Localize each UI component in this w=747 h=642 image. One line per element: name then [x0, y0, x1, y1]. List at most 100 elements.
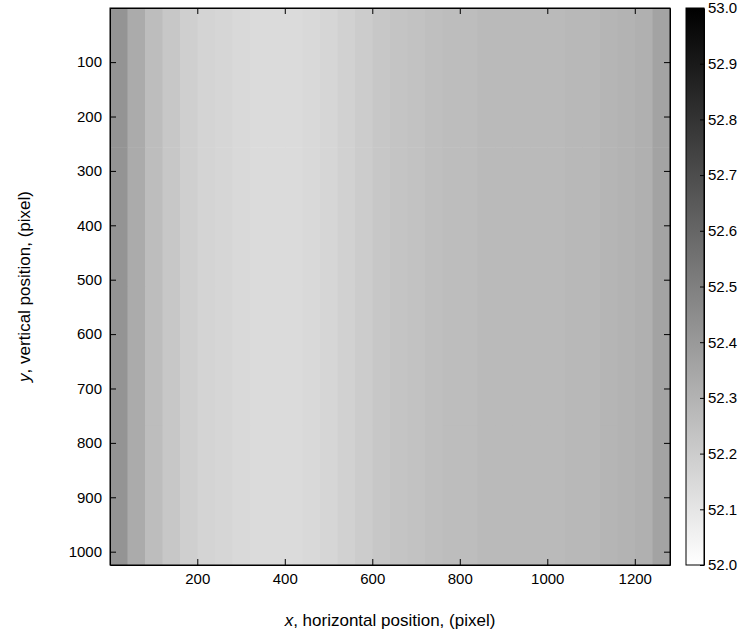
tick-mark — [700, 509, 704, 510]
heatmap-cell — [600, 426, 618, 565]
heatmap-cell — [250, 287, 268, 427]
heatmap-cell — [548, 426, 566, 565]
tick-mark — [197, 8, 198, 14]
heatmap-cell — [583, 287, 601, 427]
tick-mark — [372, 8, 373, 14]
tick-mark — [700, 231, 704, 232]
tick-label: 52.8 — [708, 111, 737, 128]
heatmap-cell — [443, 8, 461, 148]
heatmap-cell — [653, 426, 671, 565]
tick-mark — [664, 171, 670, 172]
heatmap-cell — [285, 426, 303, 565]
heatmap-cell — [530, 147, 548, 287]
tick-label: 400 — [77, 217, 102, 234]
heatmap-cell — [390, 426, 408, 565]
heatmap-cell — [355, 287, 373, 427]
heatmap-cell — [443, 287, 461, 427]
tick: 1200 — [619, 559, 652, 587]
heatmap-cell — [268, 8, 286, 148]
tick: 52.4 — [700, 334, 737, 351]
tick-mark — [664, 443, 670, 444]
heatmap-cell — [250, 8, 268, 148]
heatmap-cell — [425, 287, 443, 427]
heatmap-cell — [163, 147, 181, 287]
tick-label: 52.6 — [708, 222, 737, 239]
tick-mark — [110, 62, 116, 63]
plot-frame — [110, 8, 670, 565]
tick: 600 — [360, 559, 385, 587]
tick-label: 500 — [77, 271, 102, 288]
heatmap-cell — [460, 287, 478, 427]
tick-label: 300 — [77, 162, 102, 179]
heatmap-cell — [198, 426, 216, 565]
heatmap-cell — [320, 147, 338, 287]
heatmap-cell — [513, 8, 531, 148]
tick-label: 1000 — [531, 570, 564, 587]
tick: 52.1 — [700, 501, 737, 518]
heatmap-cell — [583, 147, 601, 287]
tick — [664, 388, 670, 389]
heatmap-cell — [320, 287, 338, 427]
heatmap-cell — [303, 426, 321, 565]
colorbar-axis: 52.052.152.252.352.452.552.652.752.852.9… — [700, 0, 737, 573]
heatmap-cell — [198, 8, 216, 148]
tick-label: 200 — [185, 570, 210, 587]
heatmap-cell — [180, 8, 198, 148]
heatmap-cell — [513, 287, 531, 427]
heatmap-cell — [653, 147, 671, 287]
cells — [110, 8, 670, 565]
heatmap-cell — [303, 287, 321, 427]
heatmap-cell — [530, 8, 548, 148]
tick-label: 100 — [77, 53, 102, 70]
tick-label: 900 — [77, 489, 102, 506]
heatmap-cell — [443, 147, 461, 287]
heatmap-cell — [443, 426, 461, 565]
heatmap-cell — [215, 147, 233, 287]
heatmap-cell — [408, 147, 426, 287]
tick-mark — [664, 552, 670, 553]
tick-mark — [700, 398, 704, 399]
tick: 52.6 — [700, 222, 737, 239]
tick-label: 52.5 — [708, 278, 737, 295]
tick: 52.3 — [700, 389, 737, 406]
y-axis-title: y, vertical position, (pixel) — [15, 191, 34, 383]
heatmap-cell — [618, 147, 636, 287]
axis-line — [704, 9, 705, 566]
heatmap-cell — [233, 8, 251, 148]
heatmap-cell — [250, 147, 268, 287]
heatmap-cell — [460, 426, 478, 565]
heatmap-cell — [233, 147, 251, 287]
tick — [372, 8, 373, 14]
heatmap-cell — [635, 147, 653, 287]
tick-label: 600 — [360, 570, 385, 587]
heatmap-cell — [338, 426, 356, 565]
tick — [197, 8, 198, 14]
heatmap-cell — [478, 287, 496, 427]
tick-mark — [547, 559, 548, 565]
tick-mark — [700, 565, 704, 566]
heatmap-cell — [600, 147, 618, 287]
heatmap-cell — [425, 147, 443, 287]
tick-mark — [110, 171, 116, 172]
heatmap-cell — [180, 287, 198, 427]
heatmap-cell — [478, 8, 496, 148]
colorbar — [686, 8, 704, 565]
tick: 52.7 — [700, 166, 737, 183]
tick — [664, 171, 670, 172]
x-axis-title: x, horizontal position, (pixel) — [284, 611, 496, 630]
tick-mark — [110, 225, 116, 226]
heatmap-cell — [565, 287, 583, 427]
tick-mark — [664, 62, 670, 63]
heatmap-cell — [565, 147, 583, 287]
heatmap-cell — [268, 287, 286, 427]
tick-mark — [285, 8, 286, 14]
tick-mark — [700, 64, 704, 65]
tick-mark — [700, 119, 704, 120]
heatmap-cell — [215, 287, 233, 427]
heatmap-cell — [355, 147, 373, 287]
heatmap-cell — [495, 426, 513, 565]
heatmap-cell — [215, 8, 233, 148]
chart: 2004006008001000120010020030040050060070… — [0, 0, 747, 642]
tick: 1000 — [531, 559, 564, 587]
heatmap-cell — [565, 8, 583, 148]
